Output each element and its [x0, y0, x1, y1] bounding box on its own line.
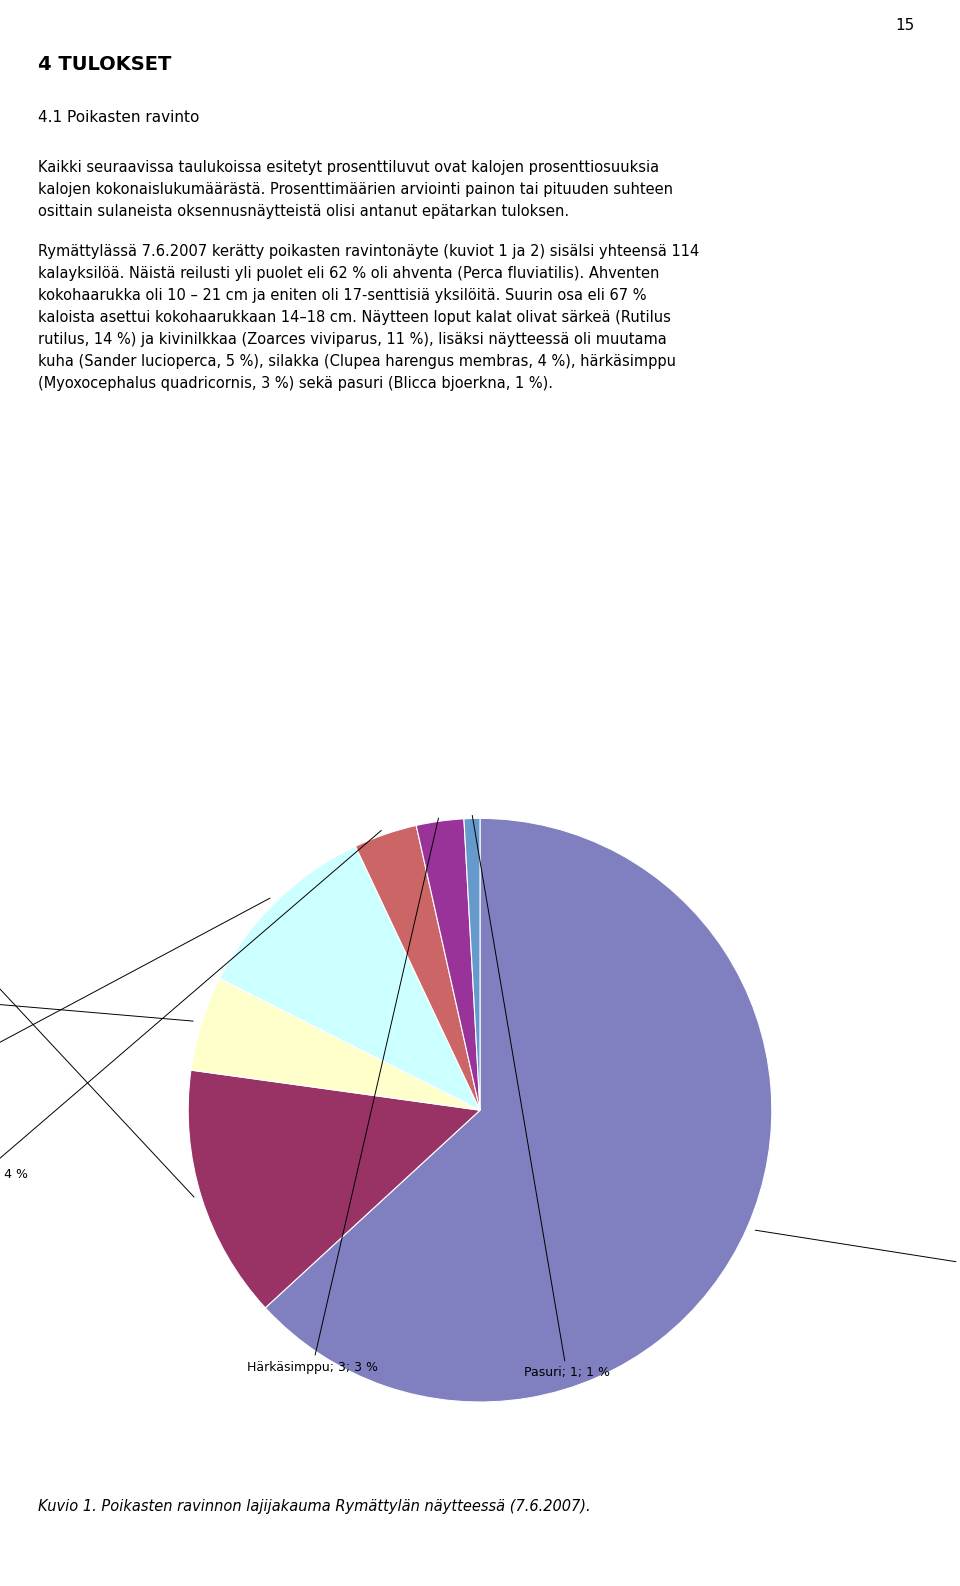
- Text: Härkäsimppu; 3; 3 %: Härkäsimppu; 3; 3 %: [247, 818, 439, 1373]
- Text: kokohaarukka oli 10 – 21 cm ja eniten oli 17-senttisiä yksilöitä. Suurin osa eli: kokohaarukka oli 10 – 21 cm ja eniten ol…: [38, 289, 646, 303]
- Wedge shape: [220, 847, 480, 1110]
- Text: 4 TULOKSET: 4 TULOKSET: [38, 56, 172, 75]
- Wedge shape: [355, 825, 480, 1110]
- Text: osittain sulaneista oksennusnäytteistä olisi antanut epätarkan tuloksen.: osittain sulaneista oksennusnäytteistä o…: [38, 205, 569, 219]
- Wedge shape: [464, 818, 480, 1110]
- Wedge shape: [265, 818, 772, 1402]
- Text: kalojen kokonaislukumäärästä. Prosenttimäärien arviointi painon tai pituuden suh: kalojen kokonaislukumäärästä. Prosenttim…: [38, 182, 673, 197]
- Text: Kivinilkka; 12; 11 %: Kivinilkka; 12; 11 %: [0, 898, 270, 1093]
- Wedge shape: [188, 1071, 480, 1308]
- Text: Ahven; 72; 62 %: Ahven; 72; 62 %: [756, 1231, 960, 1277]
- Text: (Myoxocephalus quadricornis, 3 %) sekä pasuri (Blicca bjoerkna, 1 %).: (Myoxocephalus quadricornis, 3 %) sekä p…: [38, 376, 553, 392]
- Text: rutilus, 14 %) ja kivinilkkaa (Zoarces viviparus, 11 %), lisäksi näytteessä oli : rutilus, 14 %) ja kivinilkkaa (Zoarces v…: [38, 331, 667, 347]
- Text: kuha (Sander lucioperca, 5 %), silakka (Clupea harengus membras, 4 %), härkäsimp: kuha (Sander lucioperca, 5 %), silakka (…: [38, 354, 676, 370]
- Text: Kuha; 6; 5 %: Kuha; 6; 5 %: [0, 993, 193, 1021]
- Text: Pasuri; 1; 1 %: Pasuri; 1; 1 %: [472, 815, 610, 1380]
- Text: Rymättylässä 7.6.2007 kerätty poikasten ravintonäyte (kuviot 1 ja 2) sisälsi yht: Rymättylässä 7.6.2007 kerätty poikasten …: [38, 244, 699, 259]
- Text: Kuvio 1. Poikasten ravinnon lajijakauma Rymättylän näytteessä (7.6.2007).: Kuvio 1. Poikasten ravinnon lajijakauma …: [38, 1499, 591, 1513]
- Text: Kaikki seuraavissa taulukoissa esitetyt prosenttiluvut ovat kalojen prosenttiosu: Kaikki seuraavissa taulukoissa esitetyt …: [38, 160, 660, 174]
- Text: 15: 15: [895, 17, 914, 33]
- Text: Silakka; 4; 4 %: Silakka; 4; 4 %: [0, 831, 381, 1182]
- Text: kaloista asettui kokohaarukkaan 14–18 cm. Näytteen loput kalat olivat särkeä (Ru: kaloista asettui kokohaarukkaan 14–18 cm…: [38, 309, 671, 325]
- Text: 4.1 Poikasten ravinto: 4.1 Poikasten ravinto: [38, 109, 200, 125]
- Wedge shape: [417, 818, 480, 1110]
- Wedge shape: [191, 979, 480, 1110]
- Text: Särki; 16; 14 %: Särki; 16; 14 %: [0, 914, 194, 1197]
- Text: kalayksilöä. Näistä reilusti yli puolet eli 62 % oli ahventa (Perca fluviatilis): kalayksilöä. Näistä reilusti yli puolet …: [38, 266, 660, 281]
